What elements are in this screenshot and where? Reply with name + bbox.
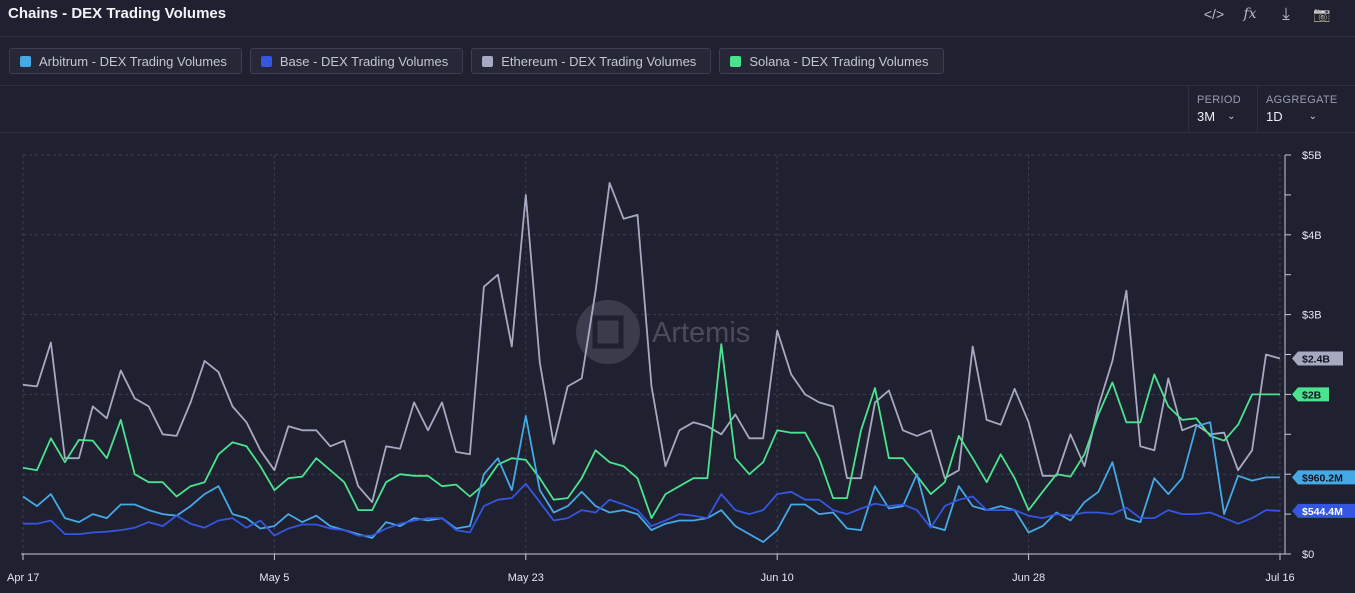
end-value-labels: $2.4B $2B $960.2M $544.4M <box>1292 351 1355 518</box>
end-label-ethereum: $2.4B <box>1292 351 1343 366</box>
toolbar: </> fx ⤓ 📷 <box>1203 4 1333 24</box>
legend-label: Base - DEX Trading Volumes <box>279 53 449 69</box>
end-label-tag <box>1292 387 1329 402</box>
download-icon[interactable]: ⤓ <box>1282 4 1290 23</box>
aggregate-select[interactable]: AGGREGATE 1D ⌄ <box>1257 86 1355 132</box>
x-tick-label: Jun 28 <box>1012 572 1045 584</box>
series-line-solana <box>22 343 1280 520</box>
x-tick-label: Jun 10 <box>761 572 794 584</box>
period-value: 3M <box>1197 109 1216 124</box>
y-tick-label: $3B <box>1302 310 1322 322</box>
y-tick-label: $5B <box>1302 150 1322 162</box>
period-select[interactable]: PERIOD 3M ⌄ <box>1188 86 1257 132</box>
end-label-text: $2.4B <box>1302 353 1330 365</box>
end-label-arbitrum: $960.2M <box>1292 470 1355 485</box>
aggregate-label: AGGREGATE <box>1266 94 1338 106</box>
end-label-tag <box>1292 503 1355 518</box>
chevron-down-icon: ⌄ <box>1308 111 1318 122</box>
grid <box>22 154 1281 554</box>
embed-code-icon[interactable]: </> <box>1203 6 1225 22</box>
end-label-text: $544.4M <box>1302 506 1343 518</box>
series-line-arbitrum <box>22 414 1280 543</box>
watermark: Artemis <box>576 300 750 364</box>
x-tick-label: May 23 <box>508 572 544 584</box>
period-label: PERIOD <box>1197 94 1241 106</box>
series-line-ethereum <box>22 182 1281 504</box>
x-tick-label: Apr 17 <box>7 572 39 584</box>
formula-icon[interactable]: fx <box>1243 6 1257 22</box>
line-chart[interactable]: Artemis $0 $3B $4B $5B Apr 17 May 5 May 23 Jun … <box>0 133 1355 593</box>
chevron-down-icon: ⌄ <box>1227 111 1236 122</box>
legend-item-arbitrum[interactable]: Arbitrum - DEX Trading Volumes <box>9 48 242 74</box>
legend-swatch <box>260 55 272 67</box>
legend-item-base[interactable]: Base - DEX Trading Volumes <box>249 48 464 74</box>
legend: Arbitrum - DEX Trading Volumes Base - DE… <box>9 48 944 74</box>
x-tick-label: May 5 <box>259 572 289 584</box>
x-tick-label: Jul 16 <box>1265 572 1294 584</box>
artemis-logo-mark <box>592 315 624 349</box>
legend-swatch <box>730 55 742 67</box>
series-line-base <box>23 482 1281 537</box>
legend-item-solana[interactable]: Solana - DEX Trading Volumes <box>719 48 944 74</box>
y-tick-label: $0 <box>1302 549 1314 561</box>
end-label-text: $2B <box>1302 389 1322 401</box>
legend-swatch <box>482 55 494 67</box>
aggregate-value: 1D <box>1266 109 1283 124</box>
series-lines <box>22 182 1281 543</box>
end-label-tag <box>1292 351 1343 366</box>
end-label-base: $544.4M <box>1292 503 1355 518</box>
camera-icon[interactable]: 📷 <box>1313 5 1331 22</box>
end-label-tag <box>1292 470 1355 485</box>
end-label-solana: $2B <box>1292 387 1329 402</box>
legend-row: Arbitrum - DEX Trading Volumes Base - DE… <box>0 37 1355 86</box>
chart-header: Chains - DEX Trading Volumes </> fx ⤓ 📷 <box>0 0 1355 37</box>
legend-swatch <box>20 55 31 67</box>
controls-row: PERIOD 3M ⌄ AGGREGATE 1D ⌄ <box>0 86 1355 133</box>
legend-label: Ethereum - DEX Trading Volumes <box>501 53 697 69</box>
watermark-text: Artemis <box>652 317 750 349</box>
legend-item-ethereum[interactable]: Ethereum - DEX Trading Volumes <box>471 48 712 74</box>
legend-label: Arbitrum - DEX Trading Volumes <box>39 53 227 69</box>
legend-label: Solana - DEX Trading Volumes <box>749 53 929 69</box>
end-label-text: $960.2M <box>1302 472 1343 484</box>
axes: $0 $3B $4B $5B Apr 17 May 5 May 23 Jun 10 Jun 28… <box>7 150 1322 584</box>
chart-title: Chains - DEX Trading Volumes <box>8 5 227 22</box>
y-tick-label: $4B <box>1302 230 1322 242</box>
